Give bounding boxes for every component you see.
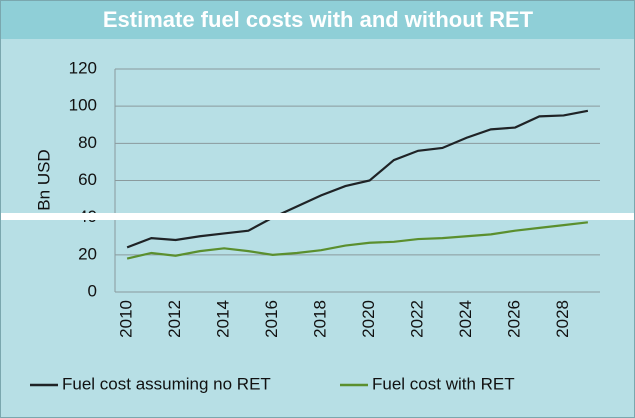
x-tick-label: 2014 <box>214 300 233 338</box>
y-tick-label: 80 <box>78 133 97 152</box>
line-series <box>126 221 589 260</box>
line-series <box>126 109 589 249</box>
y-tick-label: 0 <box>88 281 97 300</box>
y-tick-label: 120 <box>69 58 97 77</box>
x-tick-label: 2018 <box>311 300 330 338</box>
x-tick-label: 2026 <box>505 300 524 338</box>
y-tick-label: 20 <box>78 244 97 263</box>
y-tick-label: 100 <box>69 96 97 115</box>
y-axis-label: Bn USD <box>34 149 53 210</box>
x-tick-label: 2012 <box>165 300 184 338</box>
x-tick-label: 2022 <box>408 300 427 338</box>
x-tick-label: 2010 <box>117 300 136 338</box>
y-tick-label: 60 <box>78 170 97 189</box>
chart-title: Estimate fuel costs with and without RET <box>103 7 534 32</box>
stripe <box>1 213 634 220</box>
legend-label: Fuel cost assuming no RET <box>62 374 271 393</box>
title-band <box>1 1 634 39</box>
x-tick-label: 2024 <box>456 300 475 338</box>
x-tick-label: 2020 <box>359 300 378 338</box>
x-tick-label: 2028 <box>553 300 572 338</box>
legend-label: Fuel cost with RET <box>372 374 515 393</box>
x-tick-label: 2016 <box>262 300 281 338</box>
